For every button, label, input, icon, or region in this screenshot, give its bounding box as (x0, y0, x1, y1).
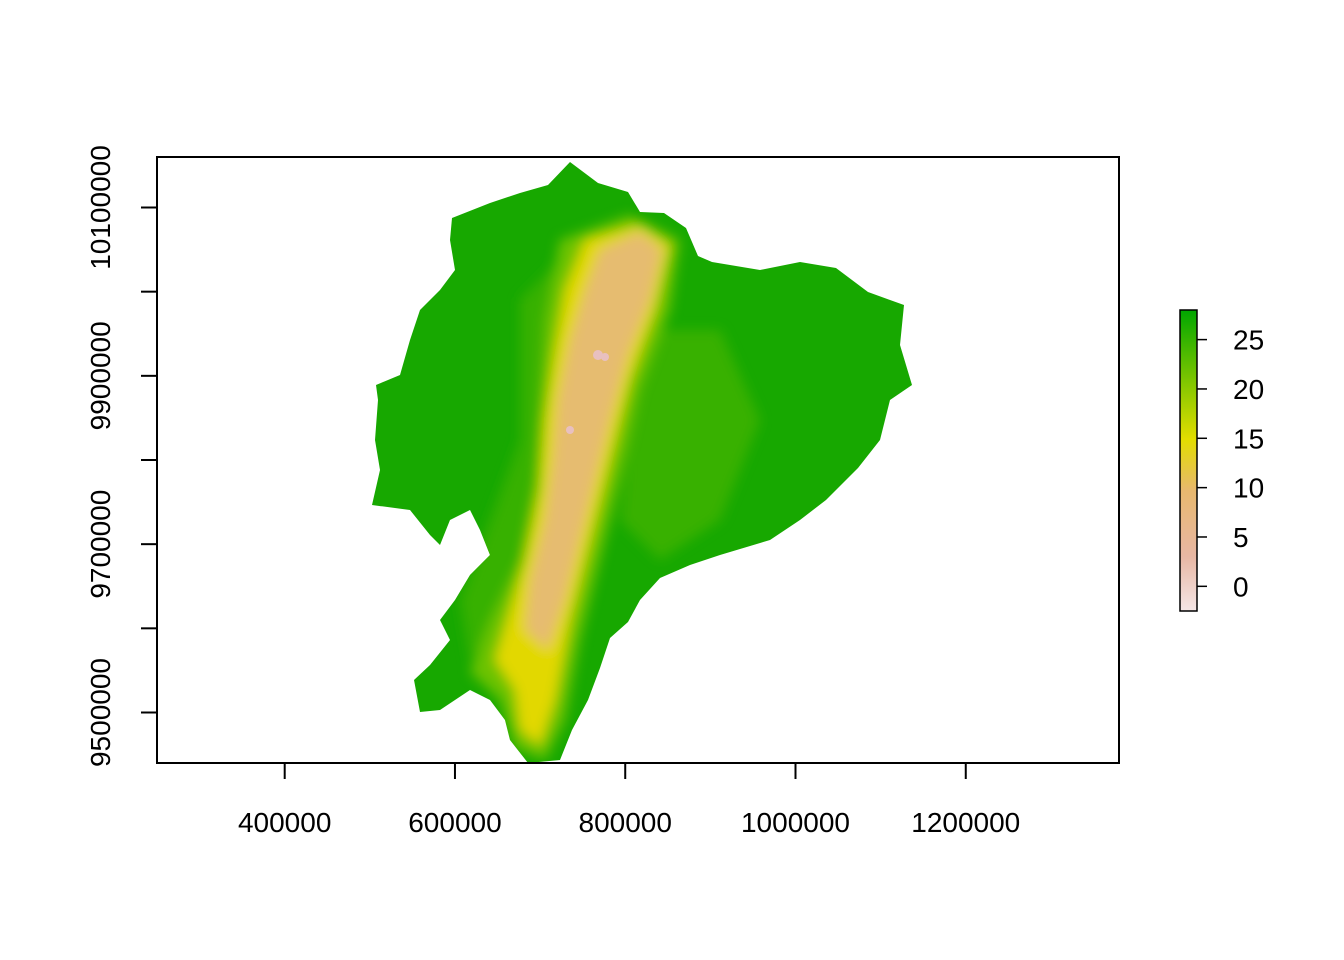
x-tick-label: 600000 (408, 807, 501, 838)
legend-tick-label: 5 (1233, 522, 1249, 553)
eastern-slope-layer (620, 330, 760, 560)
legend-tick-label: 0 (1233, 571, 1249, 602)
x-tick-label: 400000 (238, 807, 331, 838)
elevation-legend: 0 5 10 15 20 25 (1179, 309, 1264, 612)
legend-tick-label: 25 (1233, 325, 1264, 356)
y-axis: 9500000 9700000 9900000 10100000 (85, 145, 158, 767)
y-tick-label: 9700000 (85, 490, 116, 599)
x-axis: 400000 600000 800000 1000000 1200000 (238, 762, 1020, 838)
peak-marker-2 (601, 353, 609, 361)
y-tick-label: 9500000 (85, 658, 116, 767)
peak-marker-1 (593, 350, 603, 360)
x-tick-label: 800000 (579, 807, 672, 838)
legend-colorbar (1179, 309, 1198, 612)
x-tick-label: 1000000 (741, 807, 850, 838)
land-raster (372, 162, 912, 763)
legend-tick-label: 20 (1233, 374, 1264, 405)
peak-marker-3 (566, 426, 574, 434)
y-tick-label: 10100000 (85, 145, 116, 270)
x-tick-label: 1200000 (911, 807, 1020, 838)
highland-layer (525, 232, 662, 650)
y-tick-label: 9900000 (85, 321, 116, 430)
legend-tick-label: 15 (1233, 423, 1264, 454)
legend-tick-label: 10 (1233, 473, 1264, 504)
